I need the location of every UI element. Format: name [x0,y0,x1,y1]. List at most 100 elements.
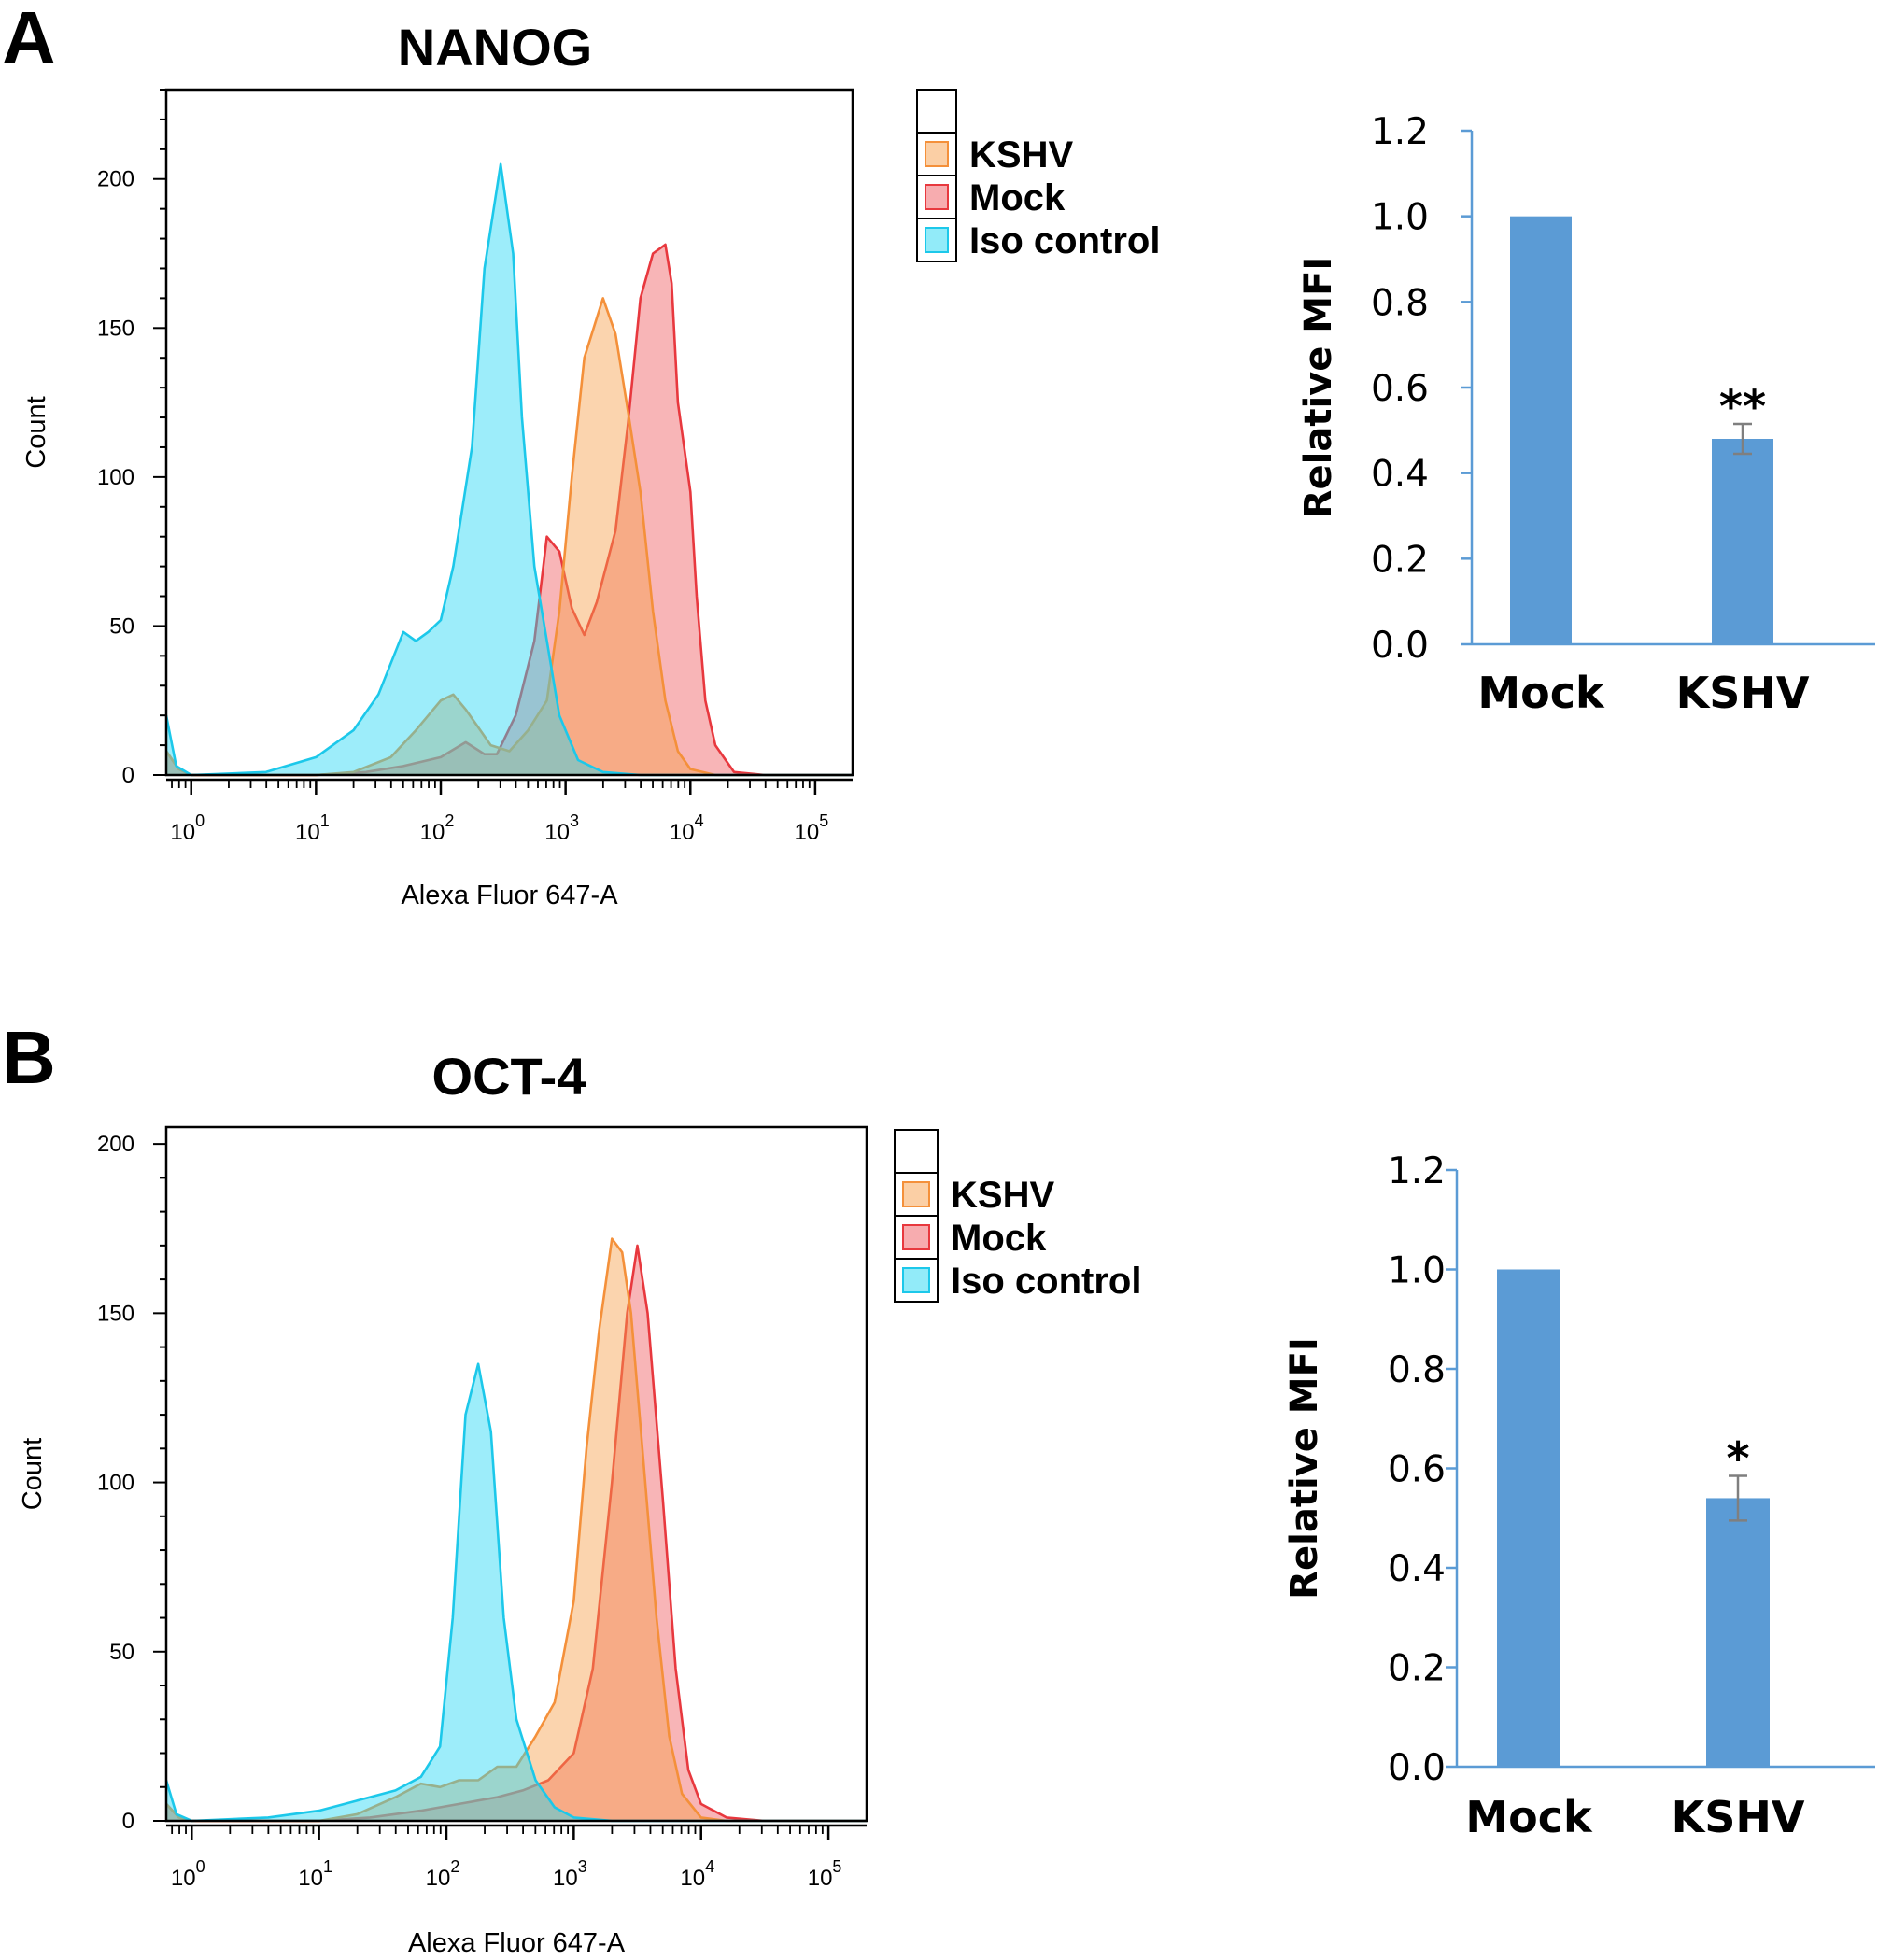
y-tick-label: 0.2 [1371,539,1429,581]
x-tick-exponent: 2 [450,1857,459,1876]
x-tick-label: 104 [670,811,704,845]
legend-label: Mock [951,1218,1047,1259]
series-area-iso-control [166,1363,867,1821]
x-tick-exponent: 1 [323,1857,332,1876]
chart-title: NANOG [398,18,592,77]
y-tick-label: 50 [109,1640,134,1665]
y-tick-label: 200 [97,167,134,192]
x-tick-label: 103 [553,1857,587,1891]
legend-swatch-mock [925,184,949,210]
y-tick-label: 100 [97,465,134,490]
bar-kshv [1712,439,1773,644]
x-tick-label: 103 [544,811,579,845]
y-tick-label: 0.0 [1388,1747,1446,1789]
x-tick-exponent: 5 [819,811,828,830]
y-tick-label: 1.0 [1388,1250,1446,1292]
x-tick-base: 10 [170,820,195,845]
category-label: KSHV [1676,668,1810,718]
x-axis-label: Alexa Fluor 647-A [401,881,618,910]
series-line-kshv [164,297,853,777]
x-tick-base: 10 [544,820,570,845]
legend-swatch-kshv [925,141,949,167]
significance-marker: ** [1719,381,1766,433]
x-tick-base: 10 [298,1866,323,1891]
x-tick-label: 100 [171,1857,205,1891]
significance-marker: * [1726,1432,1749,1485]
x-tick-label: 104 [680,1857,714,1891]
legend-label: KSHV [969,134,1073,176]
x-tick-label: 101 [298,1857,332,1891]
y-tick-label: 100 [97,1471,134,1496]
plot-frame [164,88,854,777]
y-tick-label: 0 [122,1809,134,1834]
x-tick-exponent: 3 [570,811,579,830]
series-line-kshv [165,1237,867,1823]
series-area-mock [166,244,853,775]
x-tick-label: 105 [808,1857,842,1891]
legend-header-box [894,1129,939,1174]
bar-mock [1497,1269,1560,1767]
series-line-mock [164,243,853,777]
x-tick-exponent: 4 [705,1857,714,1876]
bar-kshv [1706,1498,1770,1767]
x-axis-label: Alexa Fluor 647-A [408,1928,626,1958]
legend-label: Iso control [969,220,1160,261]
x-tick-exponent: 5 [832,1857,841,1876]
y-tick-label: 200 [97,1132,134,1157]
y-tick-label: 1.2 [1388,1150,1446,1192]
x-tick-label: 105 [795,811,829,845]
y-tick-label: 0.2 [1388,1648,1446,1690]
y-tick-label: 0.4 [1371,454,1429,496]
bar-chart-nanog: 0.0 0.2 0.4 0.6 0.8 1.0 1.2 Relative MFI Mock KSH… [1297,111,1875,718]
x-tick-exponent: 3 [578,1857,587,1876]
y-axis-label: Count [21,396,51,468]
x-tick-base: 10 [795,820,820,845]
category-label: Mock [1477,668,1605,718]
legend-header-box [916,89,957,134]
x-tick-label: 101 [295,811,330,845]
x-tick-base: 10 [171,1866,196,1891]
legend-swatch-kshv [902,1181,930,1207]
chart-title: OCT-4 [432,1047,586,1106]
x-tick-label: 102 [426,1857,460,1891]
legend-swatch-iso [902,1267,930,1293]
y-tick-label: 0.6 [1388,1449,1446,1491]
series-line-iso-control [164,1362,867,1823]
y-axis-label: Relative MFI [1297,257,1340,519]
x-tick-exponent: 2 [445,811,454,830]
x-tick-exponent: 0 [196,1857,205,1876]
category-label: KSHV [1672,1792,1805,1842]
x-tick-base: 10 [426,1866,451,1891]
x-tick-exponent: 0 [195,811,205,830]
x-tick-exponent: 1 [320,811,330,830]
bar-chart-oct4: 0.0 0.2 0.4 0.6 0.8 1.0 1.2 Relative MFI Mock KSH… [1283,1150,1875,1842]
y-tick-label: 0.4 [1388,1548,1446,1590]
y-tick-label: 1.0 [1371,197,1429,239]
y-tick-label: 150 [97,316,134,341]
y-tick-label: 0.0 [1371,625,1429,667]
y-tick-label: 0 [122,763,134,788]
y-tick-label: 0.8 [1371,282,1429,324]
legend-swatch-mock [902,1224,930,1250]
x-tick-base: 10 [670,820,695,845]
x-tick-base: 10 [680,1866,705,1891]
y-tick-label: 0.8 [1388,1349,1446,1391]
series-line-mock [165,1244,867,1823]
y-tick-label: 0.6 [1371,368,1429,410]
plot-frame [164,1125,868,1823]
x-tick-base: 10 [295,820,320,845]
x-tick-base: 10 [420,820,445,845]
x-tick-label: 102 [420,811,455,845]
y-axis-label: Count [18,1438,48,1510]
series-line-iso-control [164,162,853,777]
legend-swatch-iso [925,227,949,253]
x-tick-exponent: 4 [695,811,704,830]
y-tick-label: 1.2 [1371,111,1429,153]
y-tick-label: 50 [109,613,134,639]
y-tick-label: 150 [97,1301,134,1326]
